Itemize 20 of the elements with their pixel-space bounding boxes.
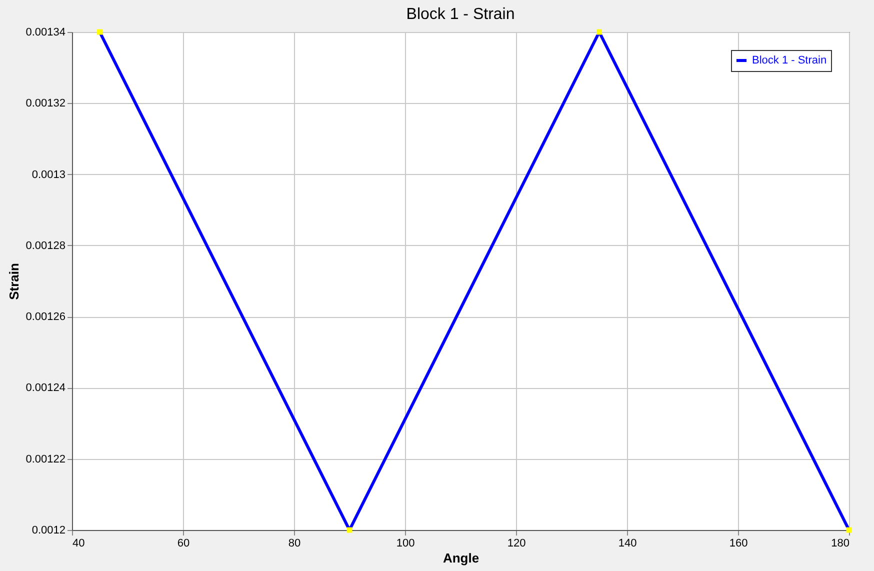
x-tick-label: 120 bbox=[507, 538, 526, 550]
x-tick-label: 180 bbox=[831, 538, 850, 550]
y-tick-label: 0.00134 bbox=[26, 26, 66, 38]
x-tick-label: 40 bbox=[72, 538, 85, 550]
y-tick-label: 0.00124 bbox=[26, 382, 66, 394]
x-tick-label: 60 bbox=[177, 538, 190, 550]
legend-label: Block 1 - Strain bbox=[752, 54, 827, 66]
x-tick-label: 100 bbox=[396, 538, 415, 550]
x-tick-label: 80 bbox=[288, 538, 301, 550]
x-tick-label: 140 bbox=[618, 538, 637, 550]
y-axis-title: Strain bbox=[6, 263, 22, 300]
y-tick-label: 0.0012 bbox=[32, 524, 66, 536]
chart-title: Block 1 - Strain bbox=[406, 6, 515, 23]
y-tick-label: 0.00132 bbox=[26, 98, 66, 110]
y-tick-label: 0.00128 bbox=[26, 240, 66, 252]
x-axis-title: Angle bbox=[442, 550, 480, 566]
y-tick-label: 0.00122 bbox=[26, 453, 66, 466]
y-tick-label: 0.0013 bbox=[32, 168, 66, 181]
y-tick-label: 0.00126 bbox=[26, 311, 66, 324]
x-tick-label: 160 bbox=[729, 538, 748, 550]
